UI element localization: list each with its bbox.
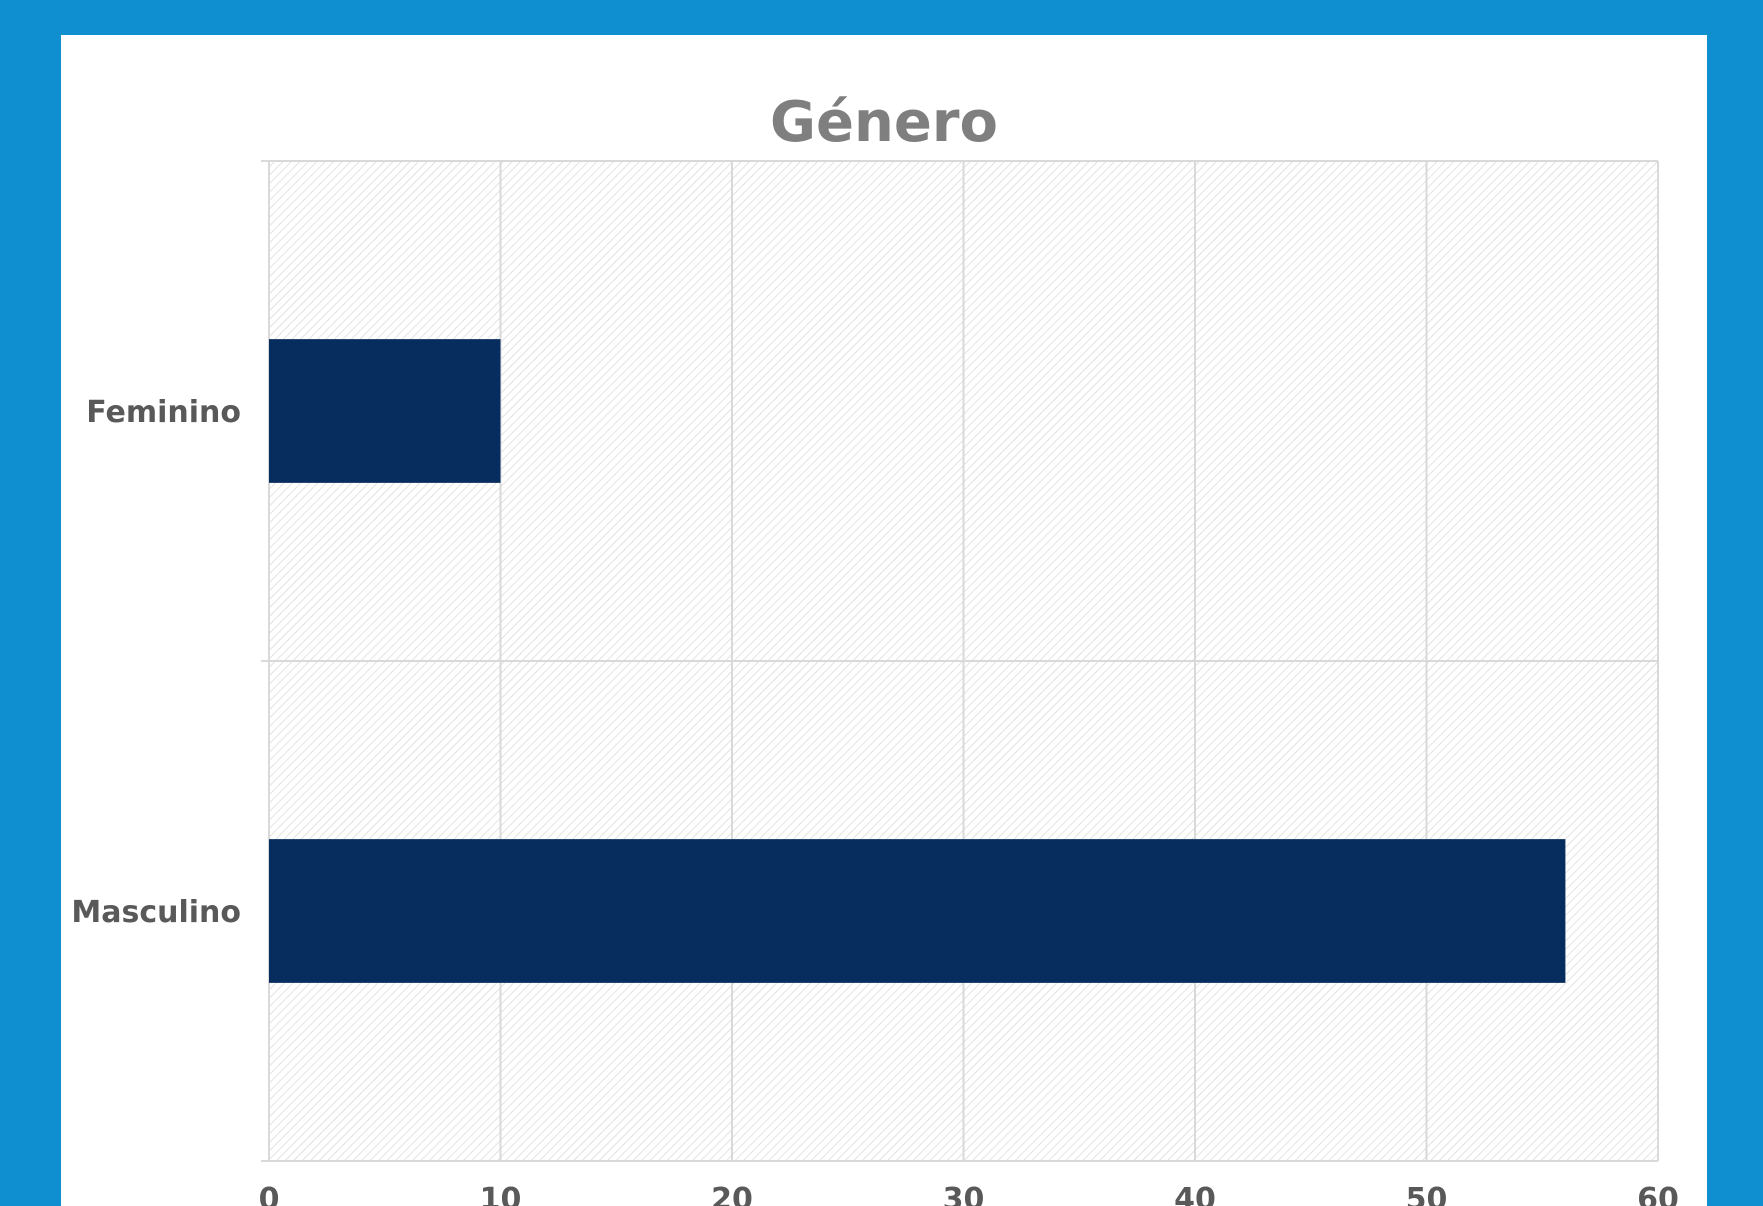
x-tick-label: 50 — [1406, 1182, 1448, 1206]
chart-card: Género Feminino Masculino 0 10 20 30 40 50 60 — [61, 35, 1707, 1206]
x-tick-label: 60 — [1637, 1182, 1679, 1206]
chart-title: Género — [770, 90, 998, 155]
bars — [269, 339, 1566, 983]
category-label: Masculino — [71, 895, 241, 930]
bar-masculino — [269, 839, 1566, 983]
x-tick-labels: 0 10 20 30 40 50 60 — [259, 1182, 1679, 1206]
category-label: Feminino — [86, 395, 241, 430]
x-tick-label: 40 — [1174, 1182, 1216, 1206]
x-tick-label: 30 — [943, 1182, 985, 1206]
x-tick-label: 20 — [711, 1182, 753, 1206]
category-labels: Feminino Masculino — [71, 395, 241, 930]
gridlines — [261, 160, 1659, 1162]
bar-feminino — [269, 339, 501, 483]
x-tick-label: 0 — [259, 1182, 280, 1206]
chart-svg: Feminino Masculino 0 10 20 30 40 50 60 — [71, 160, 1679, 1206]
x-tick-label: 10 — [480, 1182, 522, 1206]
